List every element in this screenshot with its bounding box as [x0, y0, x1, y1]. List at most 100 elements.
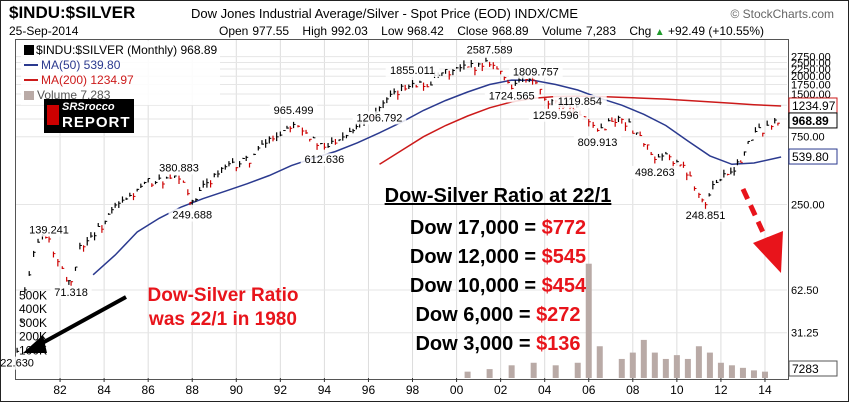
volume-bar	[629, 352, 636, 378]
x-tick-label: 90	[230, 383, 244, 397]
price-label-bg	[50, 285, 92, 299]
x-tick-label: 02	[494, 383, 508, 397]
annotation-arrows	[23, 187, 783, 353]
price-label-bg	[553, 95, 607, 109]
ratio-panel: Dow-Silver Ratio at 22/1 Dow 17,000 = $7…	[373, 185, 623, 359]
price-label-bg	[1, 356, 38, 370]
ratio-1980-note: Dow-Silver Ratio was 22/1 in 1980	[133, 284, 313, 332]
price-label: 1206.792	[357, 112, 403, 124]
y-tick-label: 31.25	[791, 328, 819, 340]
volume-tick-label: 400K	[19, 302, 47, 316]
legend-ma50: MA(50) 539.80	[24, 58, 217, 73]
price-label: 1855.011	[390, 65, 435, 77]
close-value: 968.89	[491, 24, 529, 38]
volume-bar	[640, 339, 647, 378]
chart-legend: $INDU:$SILVER (Monthly) 968.89 MA(50) 53…	[21, 41, 221, 105]
price-label: 248.851	[686, 210, 726, 222]
price-label-bg	[528, 108, 583, 122]
red-dashed-arrow-shaft	[740, 187, 770, 243]
red-arrow-head	[753, 231, 783, 273]
price-label-bg	[168, 208, 216, 222]
volume-label: Volume	[541, 24, 582, 38]
note-line1: Dow-Silver Ratio	[147, 285, 299, 306]
value-box	[788, 360, 838, 377]
black-arrow-shaft	[34, 295, 127, 349]
volume-bar	[662, 358, 669, 378]
x-tick-label: 92	[274, 383, 288, 397]
note-line2: was 22/1 in 1980	[149, 309, 297, 330]
high-value: 992.03	[331, 24, 368, 38]
chart-symbol: $INDU:$SILVER	[9, 3, 136, 22]
open-value: 977.55	[252, 24, 290, 38]
price-label: 22.630	[1, 358, 34, 370]
price-label-bg	[631, 165, 679, 179]
srsrocco-logo: SRSrocco REPORT	[44, 99, 134, 133]
price-label: 2587.589	[467, 44, 513, 56]
volume-bar	[574, 362, 581, 378]
price-label: 612.636	[305, 154, 345, 166]
price-label-bg	[573, 135, 622, 149]
price-label: 809.913	[578, 137, 618, 149]
close-label: Close	[457, 24, 488, 38]
price-label: 71.318	[54, 287, 88, 299]
legend-volume: Volume 7,283	[24, 88, 217, 103]
x-tick-label: 06	[582, 383, 596, 397]
main-series-swatch-icon	[24, 45, 34, 55]
volume-bar	[695, 346, 702, 378]
value-box	[788, 148, 838, 165]
x-tick-label: 10	[670, 383, 684, 397]
logo-mark-icon	[47, 105, 59, 125]
price-label: 1259.596	[533, 110, 579, 122]
low-label: Low	[381, 24, 404, 38]
volume-bar	[673, 355, 680, 378]
high-label: High	[302, 24, 328, 38]
y-tick-label: 2500.00	[791, 57, 831, 69]
price-label: 965.499	[274, 105, 314, 117]
volume-bar	[552, 365, 559, 378]
volume-bar	[706, 352, 713, 378]
volume-bar	[618, 358, 625, 378]
volume-value: 7,283	[585, 24, 616, 38]
x-tick-label: 84	[97, 383, 111, 397]
y-tick-label: 750.00	[791, 132, 825, 144]
volume-bar	[761, 371, 768, 378]
price-label: 139.241	[29, 225, 69, 237]
value-box-label: 539.80	[792, 150, 829, 164]
chart-description: Dow Jones Industrial Average/Silver - Sp…	[191, 6, 579, 21]
price-labels: 139.241 71.318 380.883 249.688 965.499 612.63…	[1, 43, 730, 370]
ratio-row: Dow 3,000 = $136	[415, 333, 581, 355]
logo-line1: SRSrocco	[62, 101, 115, 113]
x-tick-label: 08	[626, 383, 640, 397]
x-tick-label: 14	[758, 383, 772, 397]
price-label-bg	[300, 153, 349, 167]
ratio-row: Dow 17,000 = $772	[409, 217, 587, 239]
value-box-label: 968.89	[792, 114, 829, 128]
price-label: 249.688	[172, 210, 212, 222]
volume-bar	[530, 362, 537, 378]
volume-bar	[596, 346, 603, 378]
ma200-swatch-icon	[24, 79, 38, 81]
x-tick-label: 00	[450, 383, 464, 397]
value-box-label: 1234.97	[792, 99, 836, 113]
value-box-label: 7283	[792, 362, 819, 376]
black-arrow-head	[23, 335, 47, 353]
volume-bars	[464, 263, 768, 378]
price-label-bg	[484, 89, 539, 103]
price-label: 1809.757	[513, 66, 559, 78]
ma50-swatch-icon	[24, 64, 38, 66]
open-label: Open	[219, 24, 249, 38]
ratio-row: Dow 10,000 = $454	[409, 275, 587, 297]
volume-bar	[717, 362, 724, 378]
volume-bar	[486, 369, 493, 378]
x-tick-label: 12	[714, 383, 728, 397]
price-label-bg	[462, 43, 517, 57]
price-label: 1724.565	[489, 90, 535, 102]
x-tick-label: 96	[362, 383, 376, 397]
price-label: 380.883	[159, 163, 199, 175]
legend-ma200: MA(200) 1234.97	[24, 73, 217, 88]
price-label-bg	[681, 208, 730, 222]
volume-bar	[508, 365, 515, 378]
price-label-bg	[269, 104, 318, 118]
logo-line2: REPORT	[62, 114, 131, 131]
